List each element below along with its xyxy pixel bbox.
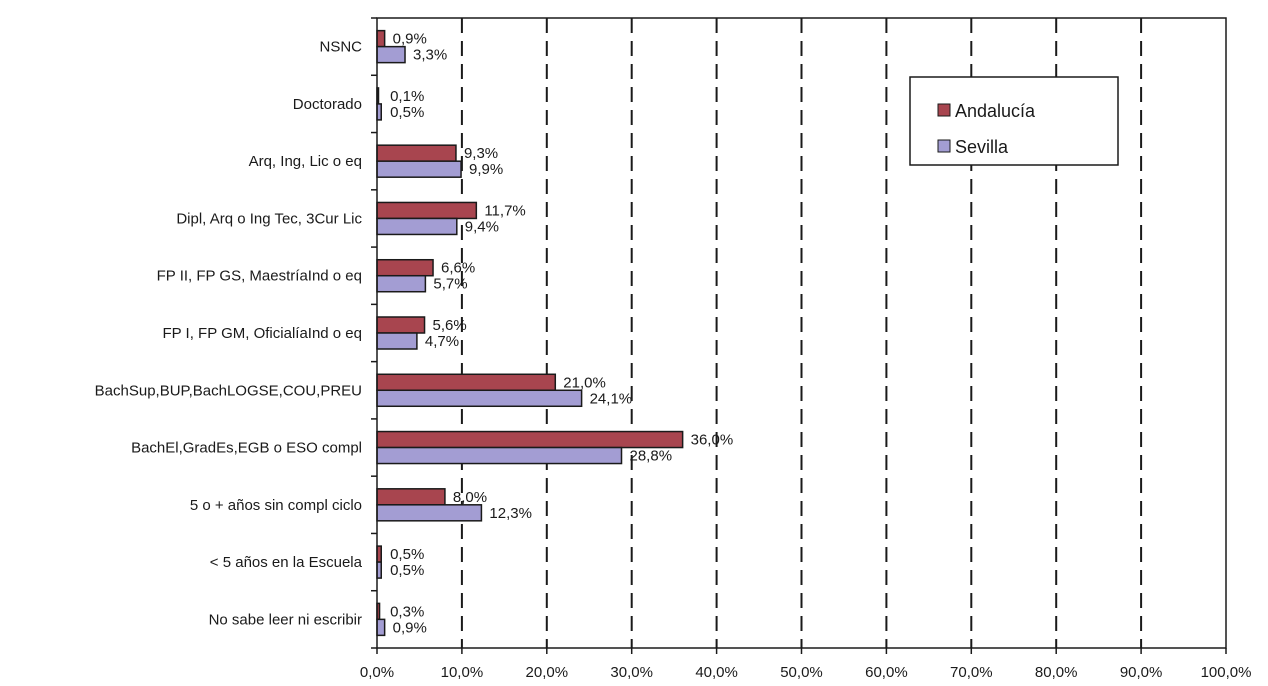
data-label-andalucia-4: 6,6% [441, 260, 475, 277]
data-label-sevilla-8: 12,3% [489, 505, 532, 522]
x-tick-label-9: 90,0% [1120, 664, 1163, 681]
bar-sevilla-7 [376, 446, 623, 465]
data-labels: 0,9%3,3%0,1%0,5%9,3%9,9%11,7%9,4%6,6%5,7… [390, 31, 733, 637]
x-tick-labels: 0,0% 10,0% 20,0% 30,0% 40,0% 50,0% 60,0% 70,0% 8… [360, 664, 1252, 681]
data-label-sevilla-4: 5,7% [433, 276, 467, 293]
axes [371, 17, 1227, 654]
category-label-no-sabe-leer-ni-escribir: No sabe leer ni escribir [209, 611, 362, 628]
data-label-sevilla-2: 9,9% [469, 161, 503, 178]
bar-andalucia-4 [376, 258, 434, 277]
data-label-andalucia-7: 36,0% [691, 432, 734, 449]
category-label-nsnc: NSNC [319, 39, 362, 56]
data-label-sevilla-6: 24,1% [590, 390, 633, 407]
x-tick-label-4: 40,0% [695, 664, 738, 681]
data-label-andalucia-8: 8,0% [453, 489, 487, 506]
legend-swatch-andalucia [937, 103, 951, 117]
category-label-bachsup-bup-bachlogse-cou-preu: BachSup,BUP,BachLOGSE,COU,PREU [95, 382, 362, 399]
x-tick-label-0: 0,0% [360, 664, 394, 681]
data-label-sevilla-0: 3,3% [413, 47, 447, 64]
bar-sevilla-8 [376, 504, 483, 522]
data-label-sevilla-10: 0,9% [393, 619, 427, 636]
bar-andalucia-7 [376, 430, 684, 449]
x-tick-label-7: 70,0% [950, 664, 993, 681]
bar-sevilla-4 [376, 274, 427, 293]
legend-swatch-sevilla [937, 139, 951, 153]
category-label-fp-i-fp-gm-oficialiaind-o-eq: FP I, FP GM, OficialíaInd o eq [162, 325, 362, 342]
x-tick-label-10: 100,0% [1201, 664, 1252, 681]
data-label-andalucia-2: 9,3% [464, 145, 498, 162]
data-label-sevilla-1: 0,5% [390, 104, 424, 121]
bar-sevilla-0 [376, 45, 406, 64]
data-label-sevilla-5: 4,7% [425, 333, 459, 350]
bar-sevilla-6 [376, 389, 583, 408]
x-tick-label-1: 10,0% [441, 664, 484, 681]
data-label-sevilla-9: 0,5% [390, 562, 424, 579]
category-labels: NSNC Doctorado Arq, Ing, Lic o eq Dipl, Arq… [95, 39, 363, 629]
category-label-dipl-arq-o-ing-tec-3cur-lic: Dipl, Arq o Ing Tec, 3Cur Lic [176, 210, 362, 227]
bars [376, 29, 684, 637]
bar-sevilla-2 [376, 160, 462, 178]
data-label-andalucia-6: 21,0% [563, 374, 606, 391]
data-label-sevilla-7: 28,8% [630, 448, 673, 465]
x-tick-label-5: 50,0% [780, 664, 823, 681]
legend-label-andalucia: Andalucía [955, 101, 1036, 121]
category-label-arq-ing-lic-o-eq: Arq, Ing, Lic o eq [249, 153, 362, 170]
data-label-andalucia-10: 0,3% [390, 603, 424, 620]
x-tick-label-8: 80,0% [1035, 664, 1078, 681]
data-label-andalucia-0: 0,9% [393, 31, 427, 48]
category-label-5-o-anos-sin-compl-ciclo: 5 o + años sin compl ciclo [190, 497, 362, 514]
bar-sevilla-3 [376, 217, 458, 236]
category-label-bachel-grades-egb-o-eso-compl: BachEl,GradEs,EGB o ESO compl [131, 440, 362, 457]
bar-sevilla-5 [376, 332, 418, 350]
data-label-sevilla-3: 9,4% [465, 218, 499, 235]
bar-andalucia-8 [376, 488, 446, 506]
data-label-andalucia-3: 11,7% [484, 202, 525, 219]
bar-andalucia-6 [376, 373, 557, 392]
bar-andalucia-3 [376, 201, 478, 220]
bar-andalucia-5 [376, 316, 426, 334]
x-tick-label-2: 20,0% [526, 664, 569, 681]
bar-andalucia-0 [376, 29, 386, 48]
data-label-andalucia-1: 0,1% [390, 88, 424, 105]
category-label-fp-ii-fp-gs-maestriaind-o-eq: FP II, FP GS, MaestríaInd o eq [157, 268, 362, 285]
data-label-andalucia-5: 5,6% [433, 317, 467, 334]
bar-andalucia-2 [376, 144, 457, 162]
x-tick-label-3: 30,0% [610, 664, 653, 681]
category-label-doctorado: Doctorado [293, 96, 362, 113]
legend: Andalucía Sevilla [909, 76, 1119, 166]
data-label-andalucia-9: 0,5% [390, 546, 424, 563]
x-tick-label-6: 60,0% [865, 664, 908, 681]
legend-label-sevilla: Sevilla [955, 137, 1009, 157]
bar-sevilla-10 [376, 618, 386, 637]
category-label-5-anos-en-la-escuela: < 5 años en la Escuela [210, 554, 363, 571]
